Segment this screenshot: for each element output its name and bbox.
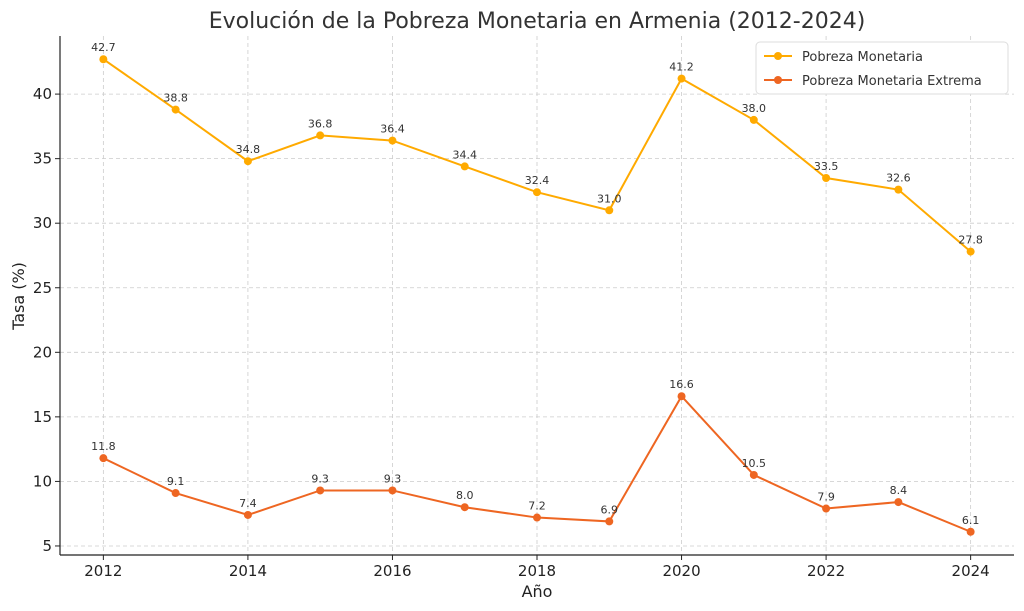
- data-label: 7.2: [528, 500, 546, 513]
- y-tick-label: 35: [33, 150, 52, 168]
- x-tick-label: 2024: [952, 562, 990, 580]
- series: [99, 55, 975, 536]
- data-point: [316, 486, 325, 495]
- data-point: [533, 188, 541, 197]
- data-point: [316, 131, 325, 140]
- data-label: 6.1: [962, 514, 980, 527]
- data-label: 8.0: [456, 489, 474, 502]
- data-label: 27.8: [958, 234, 983, 247]
- data-label: 7.4: [239, 497, 257, 510]
- data-label: 9.3: [384, 472, 402, 485]
- data-label: 16.6: [669, 378, 694, 391]
- data-label: 11.8: [91, 440, 116, 453]
- ticks: 2012 2014 2016 2018 2020 2022 2024 5 10 15 20 25 30 3…: [33, 85, 990, 580]
- data-point: [749, 470, 758, 479]
- data-point: [171, 489, 180, 498]
- data-point: [822, 504, 831, 513]
- x-tick-label: 2022: [807, 562, 845, 580]
- legend-box: [755, 41, 1009, 95]
- data-labels: 42.7 38.8 34.8 36.8 36.4 34.4 32.4 31.0 41.2 38.0…: [91, 41, 983, 527]
- x-axis-label: Año: [522, 582, 553, 601]
- data-label: 34.4: [452, 148, 477, 161]
- data-point: [894, 185, 903, 194]
- data-label: 7.9: [817, 491, 835, 504]
- y-tick-label: 20: [33, 343, 52, 361]
- data-label: 32.4: [525, 174, 550, 187]
- grid: [60, 36, 1014, 555]
- x-tick-label: 2016: [373, 562, 411, 580]
- data-label: 34.8: [236, 143, 261, 156]
- data-point: [99, 55, 108, 64]
- data-label: 8.4: [890, 484, 908, 497]
- data-point: [749, 115, 758, 124]
- data-label: 36.8: [308, 117, 333, 130]
- y-tick-label: 30: [33, 214, 52, 232]
- legend: Pobreza Monetaria Pobreza Monetaria Extre…: [755, 41, 1009, 95]
- data-label: 32.6: [886, 172, 911, 185]
- y-tick-label: 25: [33, 279, 52, 297]
- legend-label: Pobreza Monetaria: [802, 50, 923, 65]
- data-label: 6.9: [601, 503, 619, 516]
- y-tick-label: 10: [33, 472, 52, 490]
- data-point: [966, 527, 975, 536]
- legend-marker: [774, 76, 782, 84]
- legend-marker: [774, 52, 782, 60]
- data-label: 42.7: [91, 41, 116, 54]
- data-point: [460, 503, 469, 512]
- chart-title: Evolución de la Pobreza Monetaria en Arm…: [209, 9, 866, 34]
- y-tick-label: 40: [33, 85, 52, 103]
- data-label: 9.1: [167, 475, 185, 488]
- data-label: 9.3: [311, 472, 329, 485]
- y-tick-label: 5: [42, 537, 52, 555]
- y-tick-label: 15: [33, 408, 52, 426]
- data-point: [388, 486, 397, 495]
- data-label: 38.0: [742, 102, 767, 115]
- data-point: [243, 510, 252, 519]
- data-point: [171, 105, 180, 114]
- data-point: [388, 136, 397, 145]
- x-tick-label: 2018: [518, 562, 556, 580]
- data-point: [677, 392, 686, 401]
- data-point: [966, 247, 975, 256]
- data-label: 41.2: [669, 61, 694, 74]
- data-point: [533, 513, 541, 522]
- data-point: [460, 162, 469, 171]
- x-tick-label: 2020: [662, 562, 700, 580]
- data-point: [99, 454, 108, 463]
- data-point: [894, 498, 903, 507]
- data-label: 36.4: [380, 123, 405, 136]
- data-point: [677, 74, 686, 83]
- x-tick-label: 2014: [229, 562, 267, 580]
- data-label: 33.5: [814, 160, 839, 173]
- data-point: [605, 206, 614, 215]
- data-point: [243, 157, 252, 166]
- data-label: 31.0: [597, 192, 622, 205]
- data-label: 38.8: [163, 92, 188, 105]
- y-axis-label: Tasa (%): [9, 262, 28, 331]
- data-point: [605, 517, 614, 526]
- data-label: 10.5: [742, 457, 767, 470]
- x-tick-label: 2012: [84, 562, 122, 580]
- legend-label: Pobreza Monetaria Extrema: [802, 74, 982, 89]
- data-point: [822, 174, 831, 183]
